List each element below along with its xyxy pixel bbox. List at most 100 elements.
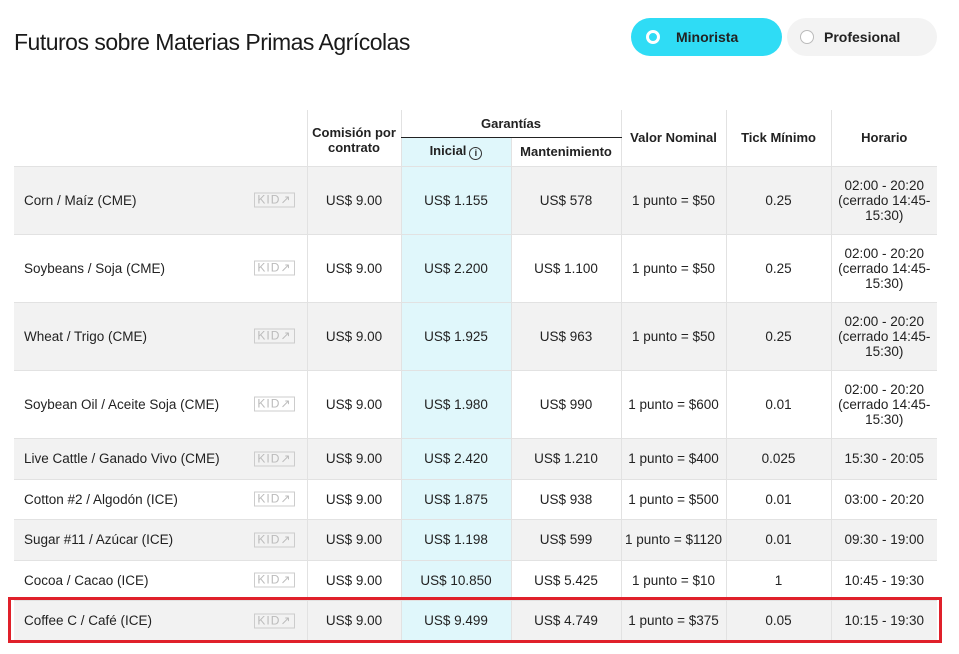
header-blank: [14, 110, 307, 166]
kid-link-icon[interactable]: KID↗: [254, 328, 295, 344]
mantenimiento-cell: US$ 4.749: [510, 599, 622, 641]
header-inicial: Inicial i: [400, 137, 511, 166]
mantenimiento-cell: US$ 1.210: [510, 437, 622, 479]
table-row: Sugar #11 / Azúcar (ICE) KID↗ US$ 9.00 US…: [14, 518, 938, 560]
horario-cell: 03:00 - 20:20: [830, 478, 938, 519]
kid-label: KID: [257, 532, 281, 546]
valor-cell: 1 punto = $50: [620, 233, 727, 302]
table-row: Soybean Oil / Aceite Soja (CME) KID↗ US$ …: [14, 369, 938, 438]
contract-name-text: Cotton #2 / Algodón (ICE): [24, 491, 178, 507]
valor-cell: 1 punto = $1120: [620, 518, 727, 560]
contract-name: Cocoa / Cacao (ICE) KID↗: [14, 559, 307, 600]
valor-cell: 1 punto = $500: [620, 478, 727, 519]
tick-cell: 0.01: [725, 518, 832, 560]
kid-label: KID: [257, 328, 281, 343]
inicial-cell: US$ 1.925: [400, 301, 511, 370]
page-title: Futuros sobre Materias Primas Agrícolas: [14, 29, 410, 55]
tick-cell: 0.25: [725, 165, 832, 234]
valor-cell: 1 punto = $600: [620, 369, 727, 438]
header-inicial-label: Inicial: [429, 143, 467, 158]
mantenimiento-cell: US$ 599: [510, 518, 622, 560]
highlight-box: [8, 597, 942, 643]
radio-selected-icon: [646, 30, 660, 44]
inicial-cell: US$ 1.875: [400, 478, 511, 519]
tick-cell: 1: [725, 559, 832, 600]
contract-name: Wheat / Trigo (CME) KID↗: [14, 301, 307, 370]
valor-cell: 1 punto = $50: [620, 301, 727, 370]
mantenimiento-cell: US$ 5.425: [510, 559, 622, 600]
kid-link-icon[interactable]: KID↗: [254, 491, 295, 507]
contract-name: Cotton #2 / Algodón (ICE) KID↗: [14, 478, 307, 519]
table-row: Live Cattle / Ganado Vivo (CME) KID↗ US$ …: [14, 437, 938, 479]
inicial-cell: US$ 10.850: [400, 559, 511, 600]
horario-cell: 09:30 - 19:00: [830, 518, 938, 560]
kid-link-icon[interactable]: KID↗: [254, 532, 295, 547]
toggle-profesional[interactable]: Profesional: [787, 18, 937, 56]
table-row: Cocoa / Cacao (ICE) KID↗ US$ 9.00 US$ 10.…: [14, 559, 938, 600]
comision-cell: US$ 9.00: [306, 369, 401, 438]
kid-label: KID: [257, 451, 281, 465]
comision-cell: US$ 9.00: [306, 165, 401, 234]
futures-table: Comisión por contrato Garantías Valor No…: [14, 110, 938, 641]
toggle-label: Minorista: [676, 29, 739, 45]
contract-name-text: Cocoa / Cacao (ICE): [24, 572, 149, 588]
header-horario: Horario: [830, 110, 938, 166]
inicial-cell: US$ 9.499: [400, 599, 511, 641]
radio-unselected-icon: [800, 30, 814, 44]
kid-link-icon[interactable]: KID↗: [254, 572, 295, 588]
contract-name-text: Wheat / Trigo (CME): [24, 328, 148, 344]
inicial-cell: US$ 1.155: [400, 165, 511, 234]
kid-link-icon[interactable]: KID↗: [254, 451, 295, 466]
tick-cell: 0.025: [725, 437, 832, 479]
header-mantenimiento: Mantenimiento: [510, 137, 622, 166]
kid-label: KID: [257, 192, 281, 207]
kid-label: KID: [257, 396, 281, 411]
valor-cell: 1 punto = $50: [620, 165, 727, 234]
contract-name-text: Coffee C / Café (ICE): [24, 613, 153, 629]
contract-name: Coffee C / Café (ICE) KID↗: [14, 599, 307, 641]
kid-link-icon[interactable]: KID↗: [254, 192, 295, 208]
contract-name: Corn / Maíz (CME) KID↗: [14, 165, 307, 234]
table-row: Corn / Maíz (CME) KID↗ US$ 9.00 US$ 1.155…: [14, 165, 938, 234]
kid-link-icon[interactable]: KID↗: [254, 613, 295, 629]
horario-cell: 10:45 - 19:30: [830, 559, 938, 600]
horario-cell: 02:00 - 20:20 (cerrado 14:45-15:30): [830, 165, 938, 234]
kid-label: KID: [257, 613, 281, 628]
comision-cell: US$ 9.00: [306, 559, 401, 600]
mantenimiento-cell: US$ 963: [510, 301, 622, 370]
valor-cell: 1 punto = $375: [620, 599, 727, 641]
inicial-cell: US$ 2.420: [400, 437, 511, 479]
mantenimiento-cell: US$ 1.100: [510, 233, 622, 302]
table-row: Wheat / Trigo (CME) KID↗ US$ 9.00 US$ 1.9…: [14, 301, 938, 370]
contract-name-text: Sugar #11 / Azúcar (ICE): [24, 532, 174, 547]
kid-label: KID: [257, 572, 281, 587]
info-icon[interactable]: i: [469, 147, 483, 160]
inicial-cell: US$ 1.198: [400, 518, 511, 560]
horario-cell: 10:15 - 19:30: [830, 599, 938, 641]
contract-name: Soybean Oil / Aceite Soja (CME) KID↗: [14, 369, 307, 438]
comision-cell: US$ 9.00: [306, 518, 401, 560]
header-garantias: Garantías: [400, 110, 622, 138]
kid-label: KID: [257, 491, 281, 506]
kid-link-icon[interactable]: KID↗: [254, 260, 295, 276]
toggle-minorista[interactable]: Minorista: [631, 18, 782, 56]
tick-cell: 0.25: [725, 233, 832, 302]
toggle-label: Profesional: [824, 29, 901, 45]
comision-cell: US$ 9.00: [306, 301, 401, 370]
horario-cell: 02:00 - 20:20 (cerrado 14:45-15:30): [830, 301, 938, 370]
table-row: Soybeans / Soja (CME) KID↗ US$ 9.00 US$ 2…: [14, 233, 938, 302]
comision-cell: US$ 9.00: [306, 599, 401, 641]
mantenimiento-cell: US$ 578: [510, 165, 622, 234]
header-comision: Comisión por contrato: [306, 110, 401, 166]
tick-cell: 0.05: [725, 599, 832, 641]
valor-cell: 1 punto = $10: [620, 559, 727, 600]
tick-cell: 0.25: [725, 301, 832, 370]
contract-name-text: Soybean Oil / Aceite Soja (CME): [24, 396, 220, 412]
table-row: Cotton #2 / Algodón (ICE) KID↗ US$ 9.00 U…: [14, 478, 938, 519]
kid-label: KID: [257, 260, 281, 275]
horario-cell: 02:00 - 20:20 (cerrado 14:45-15:30): [830, 369, 938, 438]
contract-name: Soybeans / Soja (CME) KID↗: [14, 233, 307, 302]
contract-name: Live Cattle / Ganado Vivo (CME) KID↗: [14, 437, 307, 479]
horario-cell: 02:00 - 20:20 (cerrado 14:45-15:30): [830, 233, 938, 302]
kid-link-icon[interactable]: KID↗: [254, 396, 295, 412]
